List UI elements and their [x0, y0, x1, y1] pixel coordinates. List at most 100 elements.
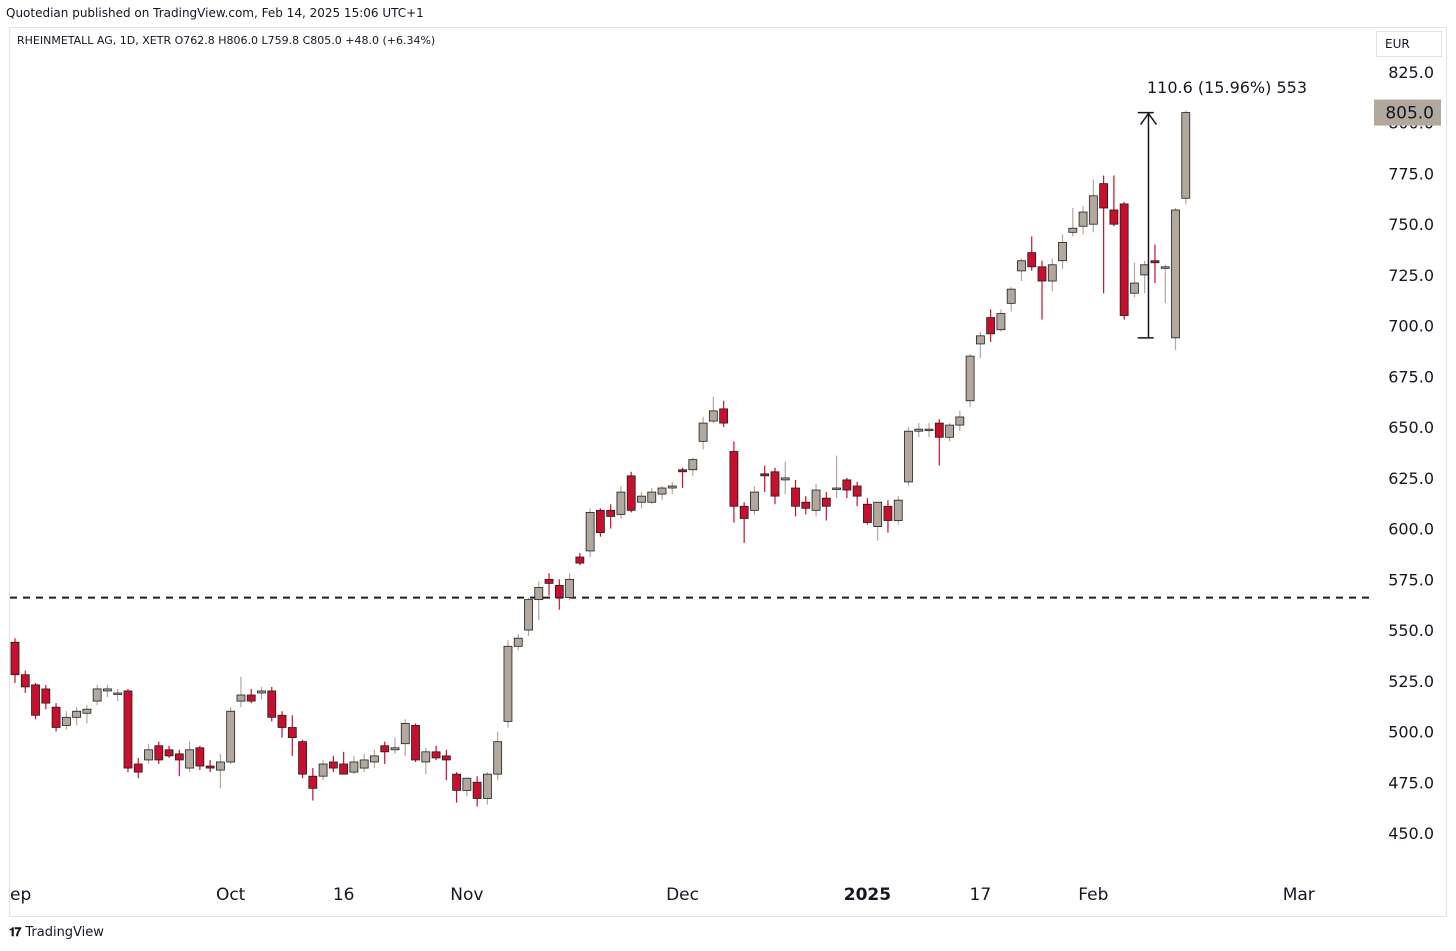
candle[interactable] [852, 481, 862, 507]
candle[interactable] [308, 768, 318, 801]
candle[interactable] [298, 739, 307, 779]
candle[interactable] [472, 776, 482, 807]
currency-selector[interactable]: EUR [1376, 31, 1442, 57]
candle[interactable] [863, 498, 872, 525]
candle[interactable] [1027, 236, 1037, 271]
candle[interactable] [236, 676, 246, 708]
candle[interactable] [1130, 262, 1139, 298]
candle[interactable] [893, 496, 903, 525]
candle[interactable] [1119, 201, 1129, 320]
candle[interactable] [719, 400, 729, 428]
candle[interactable] [246, 688, 256, 704]
candle[interactable] [657, 485, 667, 501]
candle[interactable] [595, 508, 605, 537]
candle[interactable] [832, 455, 841, 499]
candle[interactable] [585, 508, 595, 558]
candle[interactable] [1181, 110, 1191, 205]
candle[interactable] [154, 741, 164, 765]
candle[interactable] [934, 419, 944, 466]
candle[interactable] [431, 745, 441, 760]
candle[interactable] [380, 741, 390, 765]
candle[interactable] [688, 457, 698, 476]
candle[interactable] [339, 751, 349, 775]
candle[interactable] [41, 684, 51, 710]
candle[interactable] [770, 467, 780, 505]
candle[interactable] [61, 711, 71, 730]
candle[interactable] [370, 749, 379, 769]
candle[interactable] [821, 492, 831, 521]
candle[interactable] [780, 461, 790, 495]
candle[interactable] [637, 492, 646, 509]
candle[interactable] [986, 309, 996, 342]
candle[interactable] [287, 715, 297, 756]
candle[interactable] [750, 485, 759, 515]
candle[interactable] [1078, 205, 1088, 235]
candle[interactable] [92, 684, 102, 706]
tradingview-footer[interactable]: 𝟏𝟕 TradingView [9, 925, 104, 940]
candle[interactable] [678, 467, 687, 489]
candle[interactable] [565, 573, 574, 600]
candle[interactable] [1109, 175, 1119, 227]
candle[interactable] [82, 705, 92, 724]
candle[interactable] [667, 481, 677, 495]
candle[interactable] [10, 638, 20, 683]
candle[interactable] [174, 749, 184, 777]
candle[interactable] [1140, 260, 1150, 294]
candle[interactable] [1088, 179, 1098, 233]
candle[interactable] [226, 707, 236, 765]
candle[interactable] [195, 745, 205, 771]
candle[interactable] [914, 423, 924, 438]
candle[interactable] [267, 686, 277, 722]
candle[interactable] [955, 410, 965, 432]
candle[interactable] [606, 504, 616, 529]
candle[interactable] [493, 731, 503, 781]
candle[interactable] [441, 749, 451, 781]
candle[interactable] [1160, 264, 1170, 304]
candle[interactable] [31, 682, 40, 720]
candle[interactable] [113, 688, 123, 702]
candle[interactable] [1006, 287, 1016, 312]
candle[interactable] [544, 573, 554, 596]
candle[interactable] [760, 465, 770, 493]
candle[interactable] [1099, 175, 1109, 294]
candle[interactable] [975, 331, 985, 359]
candle[interactable] [811, 483, 821, 517]
candle[interactable] [318, 759, 328, 781]
candle[interactable] [1058, 234, 1067, 269]
candle[interactable] [1017, 258, 1026, 282]
candle[interactable] [904, 427, 913, 486]
candle[interactable] [1171, 207, 1180, 351]
candle[interactable] [739, 502, 749, 543]
candle[interactable] [72, 707, 82, 726]
candle[interactable] [185, 741, 194, 773]
candle[interactable] [945, 423, 954, 442]
candle[interactable] [103, 684, 112, 698]
candle[interactable] [924, 423, 934, 438]
candle[interactable] [534, 581, 544, 620]
candle[interactable] [575, 552, 585, 566]
candle[interactable] [554, 579, 564, 610]
candle[interactable] [359, 753, 369, 773]
candle[interactable] [647, 488, 657, 505]
candle[interactable] [1068, 207, 1078, 237]
candle[interactable] [791, 479, 800, 517]
candle[interactable] [524, 597, 533, 637]
candle[interactable] [708, 396, 718, 424]
candle[interactable] [257, 686, 266, 700]
candle[interactable] [965, 354, 975, 407]
candle[interactable] [1150, 244, 1160, 284]
candle[interactable] [215, 753, 225, 789]
candle[interactable] [883, 500, 893, 533]
candle[interactable] [277, 711, 287, 738]
candle[interactable] [328, 755, 338, 773]
candle[interactable] [205, 759, 215, 773]
candle[interactable] [801, 496, 811, 515]
candle[interactable] [729, 441, 739, 523]
candle[interactable] [452, 772, 462, 803]
candle[interactable] [513, 634, 523, 651]
candle[interactable] [616, 485, 626, 519]
candle[interactable] [842, 477, 852, 499]
candle[interactable] [1047, 258, 1057, 292]
candle[interactable] [698, 416, 708, 450]
candle[interactable] [133, 757, 143, 779]
